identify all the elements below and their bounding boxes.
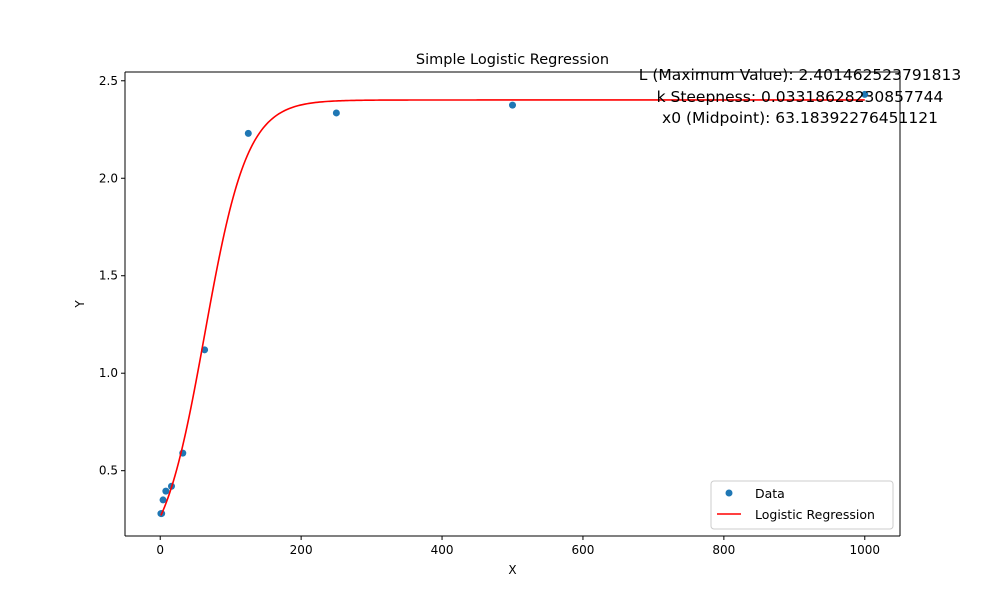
data-point (509, 101, 516, 109)
legend-marker-data (725, 489, 733, 497)
fit-parameters: L (Maximum Value): 2.401462523791813 k S… (639, 66, 961, 127)
data-point (159, 496, 167, 504)
data-point (162, 487, 170, 495)
x-tick-label: 800 (712, 543, 735, 557)
x-tick-label: 400 (431, 543, 454, 557)
data-point (332, 109, 340, 117)
y-axis-label: Y (73, 300, 87, 309)
y-tick-label: 1.0 (99, 366, 118, 380)
chart-title: Simple Logistic Regression (416, 52, 609, 68)
annotation-l: L (Maximum Value): 2.401462523791813 (639, 66, 961, 84)
x-tick-label: 600 (572, 543, 595, 557)
x-tick-label: 200 (290, 543, 313, 557)
legend-box (710, 480, 894, 530)
annotation-x0: x0 (Midpoint): 63.18392276451121 (662, 109, 938, 127)
legend-label-data: Data (755, 486, 785, 501)
legend: Data Logistic Regression (710, 480, 894, 530)
data-point (244, 129, 252, 137)
legend-label-fit: Logistic Regression (755, 507, 875, 522)
logistic-regression-line (160, 99, 865, 516)
x-tick-label: 0 (156, 543, 164, 557)
data-point (861, 90, 869, 98)
plot-area (125, 72, 900, 536)
y-tick-label: 2.5 (99, 74, 118, 88)
y-tick-label: 0.5 (99, 464, 118, 478)
y-tick-label: 2.0 (99, 171, 118, 185)
x-axis-label: X (508, 563, 516, 577)
x-tick-label: 1000 (849, 543, 880, 557)
y-tick-label: 1.5 (99, 269, 118, 283)
annotation-k: k Steepness: 0.03318628230857744 (657, 88, 944, 106)
